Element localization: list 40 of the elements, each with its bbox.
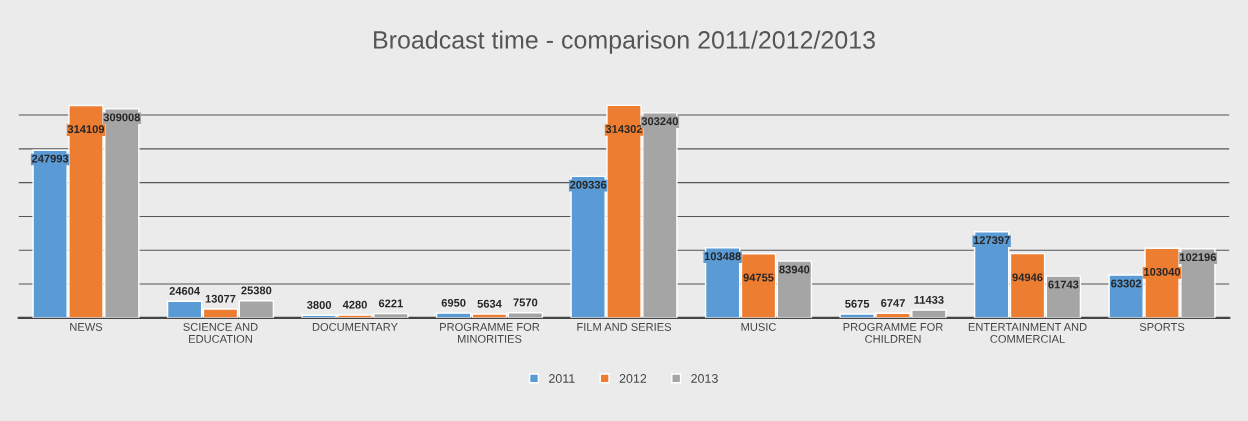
data-label: 247993 [31,154,69,163]
data-label: 61743 [1048,280,1079,289]
data-label: 5634 [477,299,502,308]
data-label: 3800 [307,301,332,309]
x-tick-label: ENTERTAINMENT AND COMMERCIAL [968,323,1087,343]
data-label: 13077 [205,294,236,303]
data-label: 94946 [1012,273,1043,282]
x-tick-label: SPORTS [1139,323,1185,331]
data-label: 6747 [881,299,905,307]
data-label: 94755 [743,273,774,282]
x-tick-label: MUSIC [741,323,776,331]
data-label: 6221 [378,299,403,308]
data-label: 5675 [845,299,870,308]
legend-label: 2011 [549,374,575,383]
data-label: 103040 [1144,267,1181,276]
legend-label: 2012 [619,374,647,383]
x-tick-label: PROGRAMME FOR MINORITIES [440,323,540,343]
data-label: 127397 [973,236,1010,245]
x-tick-label: PROGRAMME FOR CHILDREN [843,323,943,343]
chart-title: Broadcast time - comparison 2011/2012/2013 [374,30,875,54]
data-label: 314302 [605,125,643,133]
data-label: 83940 [779,265,810,274]
x-tick-label: DOCUMENTARY [312,323,398,331]
data-label: 25380 [241,286,272,295]
data-label: 6950 [441,298,466,307]
data-label: 303240 [641,117,678,126]
data-label: 102196 [1180,253,1217,262]
data-label: 4280 [342,300,367,309]
legend-label: 2013 [691,374,718,383]
data-label: 209336 [569,180,607,189]
x-tick-label: NEWS [70,323,103,331]
data-label: 309008 [103,113,141,122]
data-label: 7570 [513,298,538,307]
data-label: 314109 [67,125,105,134]
data-label: 24604 [169,286,200,295]
data-label: 63302 [1111,279,1142,288]
data-label: 103488 [704,252,741,261]
data-label: 11433 [914,295,944,304]
x-tick-label: SCIENCE AND EDUCATION [183,323,258,343]
x-tick-label: FILM AND SERIES [577,323,672,331]
